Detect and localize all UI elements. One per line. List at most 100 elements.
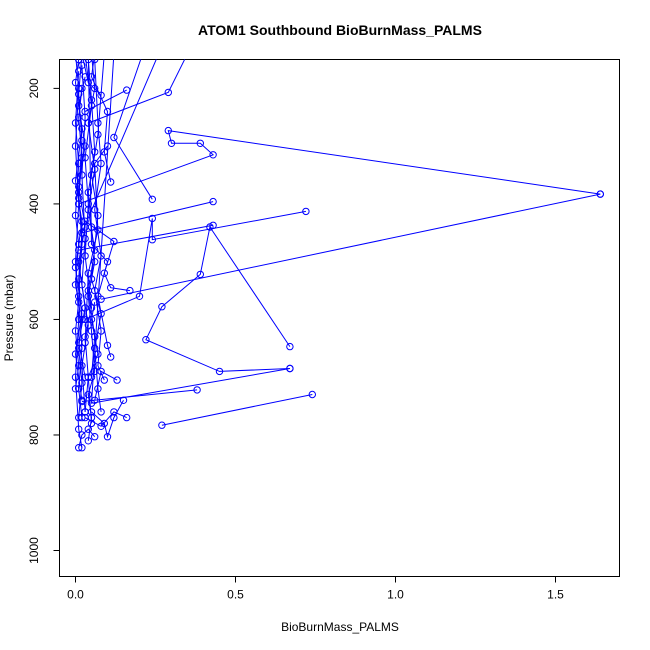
data-point: [91, 206, 99, 214]
data-point: [167, 139, 176, 148]
data-point: [71, 142, 80, 150]
series-line: [87, 59, 96, 441]
data-point: [164, 126, 173, 135]
data-point: [81, 73, 89, 81]
data-point: [113, 376, 121, 384]
data-point: [110, 237, 118, 246]
data-point: [196, 139, 205, 148]
data-point: [81, 304, 89, 312]
data-point: [94, 130, 102, 139]
series-line: [74, 59, 83, 401]
x-tick-label: 0.5: [227, 588, 244, 602]
data-point: [110, 133, 118, 142]
data-point: [81, 408, 89, 416]
data-point: [97, 159, 105, 168]
data-point: [123, 413, 131, 422]
data-point: [75, 67, 83, 75]
data-point: [148, 214, 157, 223]
y-axis: 200 400 600 800 1000: [27, 78, 60, 564]
series-line: [84, 59, 93, 424]
series-line: [94, 370, 118, 401]
data-point: [164, 88, 173, 97]
data-point: [71, 78, 80, 87]
y-axis-label: Pressure (mbar): [2, 275, 16, 362]
data-point: [84, 59, 92, 64]
data-point: [87, 413, 96, 422]
data-point: [78, 315, 86, 324]
series-line: [113, 59, 153, 200]
x-tick-label: 0.0: [67, 588, 84, 602]
data-point: [107, 284, 115, 292]
plot-frame: [59, 59, 620, 577]
x-axis: 0.0 0.5 1.0 1.5: [67, 576, 564, 602]
data-point: [286, 364, 294, 373]
series-line: [78, 224, 214, 251]
data-point: [286, 342, 294, 351]
y-tick-label: 200: [27, 78, 41, 98]
data-point: [71, 350, 80, 358]
x-tick-label: 1.5: [547, 588, 564, 602]
series-line: [90, 59, 290, 404]
series-line: [84, 302, 99, 412]
data-point: [91, 367, 99, 376]
data-point: [103, 142, 112, 150]
data-point: [75, 194, 83, 202]
data-point: [94, 385, 102, 393]
data-point: [158, 303, 166, 311]
data-point: [75, 298, 83, 306]
data-point: [84, 425, 93, 433]
data-point: [81, 333, 89, 341]
data-point: [103, 258, 112, 266]
series-line: [81, 389, 198, 402]
data-point: [78, 444, 86, 452]
series-line: [87, 59, 112, 358]
data-point: [97, 422, 105, 430]
data-point: [87, 275, 96, 283]
data-point: [126, 286, 134, 295]
data-point: [193, 386, 201, 394]
series-line: [161, 394, 313, 426]
data-point: [78, 431, 86, 439]
series-line: [87, 59, 96, 378]
data-point: [81, 373, 89, 381]
data-point: [78, 396, 86, 404]
data-point: [119, 396, 128, 404]
series-line: [84, 411, 127, 427]
data-point: [209, 151, 217, 159]
y-tick-label: 800: [27, 425, 41, 445]
data-point: [71, 327, 80, 335]
data-point: [103, 341, 112, 350]
data-point: [97, 252, 105, 260]
data-point: [75, 275, 83, 283]
data-point: [78, 154, 86, 162]
series-line: [100, 193, 601, 300]
data-point: [84, 119, 93, 127]
plot-area: [71, 59, 604, 452]
y-tick-label: 400: [27, 194, 41, 214]
data-point: [87, 327, 96, 335]
data-point: [596, 190, 604, 198]
data-point: [94, 211, 102, 220]
data-point: [196, 270, 205, 279]
data-point: [91, 396, 99, 404]
data-point: [75, 258, 83, 266]
data-point: [81, 142, 89, 150]
data-point: [100, 376, 109, 384]
data-point: [75, 362, 83, 370]
series-group: [71, 59, 604, 452]
data-point: [71, 211, 80, 220]
data-point: [97, 408, 105, 416]
data-point: [78, 171, 86, 179]
data-point: [75, 344, 83, 352]
data-point: [94, 292, 102, 300]
data-point: [135, 292, 144, 300]
data-point: [71, 263, 80, 272]
series-line: [145, 225, 291, 372]
series-line: [84, 210, 306, 320]
data-point: [87, 96, 96, 104]
data-point: [78, 217, 86, 225]
data-point: [100, 148, 109, 156]
data-point: [78, 84, 86, 93]
data-point: [91, 344, 99, 352]
data-point: [75, 113, 83, 122]
